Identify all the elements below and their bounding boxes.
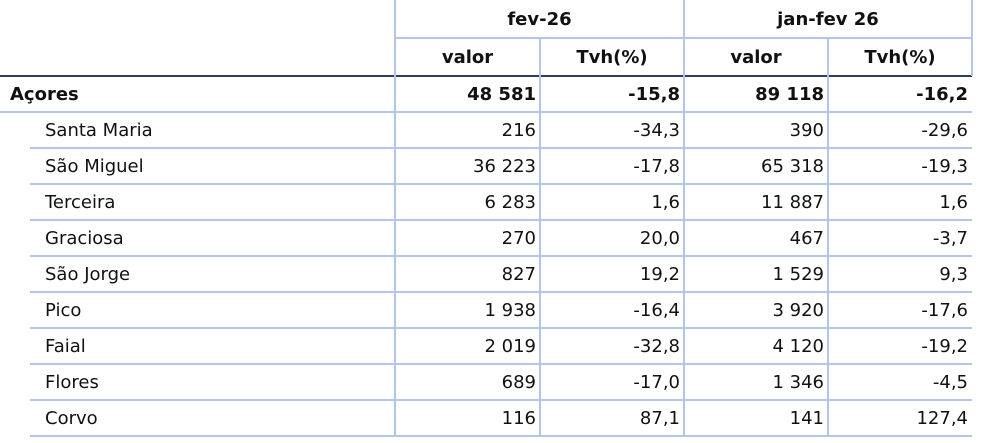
row-label: São Jorge xyxy=(45,263,131,285)
column-header: valor xyxy=(730,46,782,68)
value-cell: -17,6 xyxy=(921,299,968,321)
value-cell: -34,3 xyxy=(633,119,680,141)
column-header: valor xyxy=(441,46,494,68)
row-divider xyxy=(30,327,972,329)
value-cell: 127,4 xyxy=(916,407,968,429)
row-label: Pico xyxy=(45,299,82,321)
value-cell: 89 118 xyxy=(755,83,824,105)
row-label: Santa Maria xyxy=(45,119,153,141)
column-divider xyxy=(539,38,541,436)
value-cell: 4 120 xyxy=(772,335,824,357)
value-cell: 1 346 xyxy=(772,371,824,393)
column-header: Tvh(%) xyxy=(576,46,648,68)
value-cell: 1 938 xyxy=(484,299,536,321)
value-cell: 689 xyxy=(501,371,536,393)
value-cell: -32,8 xyxy=(633,335,680,357)
value-cell: -15,8 xyxy=(628,83,680,105)
value-cell: 116 xyxy=(501,407,536,429)
row-label: Faial xyxy=(45,335,86,357)
value-cell: 2 019 xyxy=(484,335,536,357)
row-label: Açores xyxy=(10,83,79,105)
row-divider xyxy=(0,111,972,113)
value-cell: 390 xyxy=(789,119,824,141)
value-cell: 1,6 xyxy=(939,191,968,213)
value-cell: 270 xyxy=(501,227,536,249)
value-cell: 19,2 xyxy=(639,263,680,285)
value-cell: -16,4 xyxy=(633,299,680,321)
column-divider xyxy=(971,0,973,76)
value-cell: 467 xyxy=(789,227,824,249)
group-header: fev-26 xyxy=(507,8,572,30)
row-divider xyxy=(30,255,972,257)
group-header: jan-fev 26 xyxy=(777,8,879,30)
value-cell: 141 xyxy=(789,407,824,429)
row-divider xyxy=(30,219,972,221)
row-label: Graciosa xyxy=(45,227,124,249)
value-cell: -17,0 xyxy=(633,371,680,393)
header-bottom xyxy=(0,75,972,77)
row-divider xyxy=(30,291,972,293)
value-cell: 1 529 xyxy=(772,263,824,285)
value-cell: 36 223 xyxy=(473,155,536,177)
value-cell: 20,0 xyxy=(639,227,680,249)
row-divider xyxy=(30,435,972,437)
value-cell: -17,8 xyxy=(633,155,680,177)
row-label: Corvo xyxy=(45,407,98,429)
row-divider xyxy=(30,363,972,365)
column-divider xyxy=(394,0,396,436)
value-cell: 3 920 xyxy=(772,299,824,321)
row-label: Terceira xyxy=(45,191,116,213)
value-cell: 6 283 xyxy=(484,191,536,213)
value-cell: 1,6 xyxy=(651,191,680,213)
row-divider xyxy=(30,147,972,149)
value-cell: 216 xyxy=(501,119,536,141)
column-divider xyxy=(827,38,829,436)
value-cell: -19,3 xyxy=(921,155,968,177)
row-divider xyxy=(30,183,972,185)
value-cell: 11 887 xyxy=(761,191,824,213)
value-cell: 9,3 xyxy=(939,263,968,285)
value-cell: 48 581 xyxy=(467,83,536,105)
value-cell: -29,6 xyxy=(921,119,968,141)
row-label: Flores xyxy=(45,371,99,393)
value-cell: -16,2 xyxy=(916,83,968,105)
value-cell: -3,7 xyxy=(932,227,968,249)
value-cell: 827 xyxy=(501,263,536,285)
value-cell: 65 318 xyxy=(761,155,824,177)
column-divider xyxy=(683,0,685,436)
column-header: Tvh(%) xyxy=(864,46,936,68)
row-label: São Miguel xyxy=(45,155,144,177)
value-cell: 87,1 xyxy=(639,407,680,429)
value-cell: -19,2 xyxy=(921,335,968,357)
row-divider xyxy=(30,399,972,401)
value-cell: -4,5 xyxy=(932,371,968,393)
